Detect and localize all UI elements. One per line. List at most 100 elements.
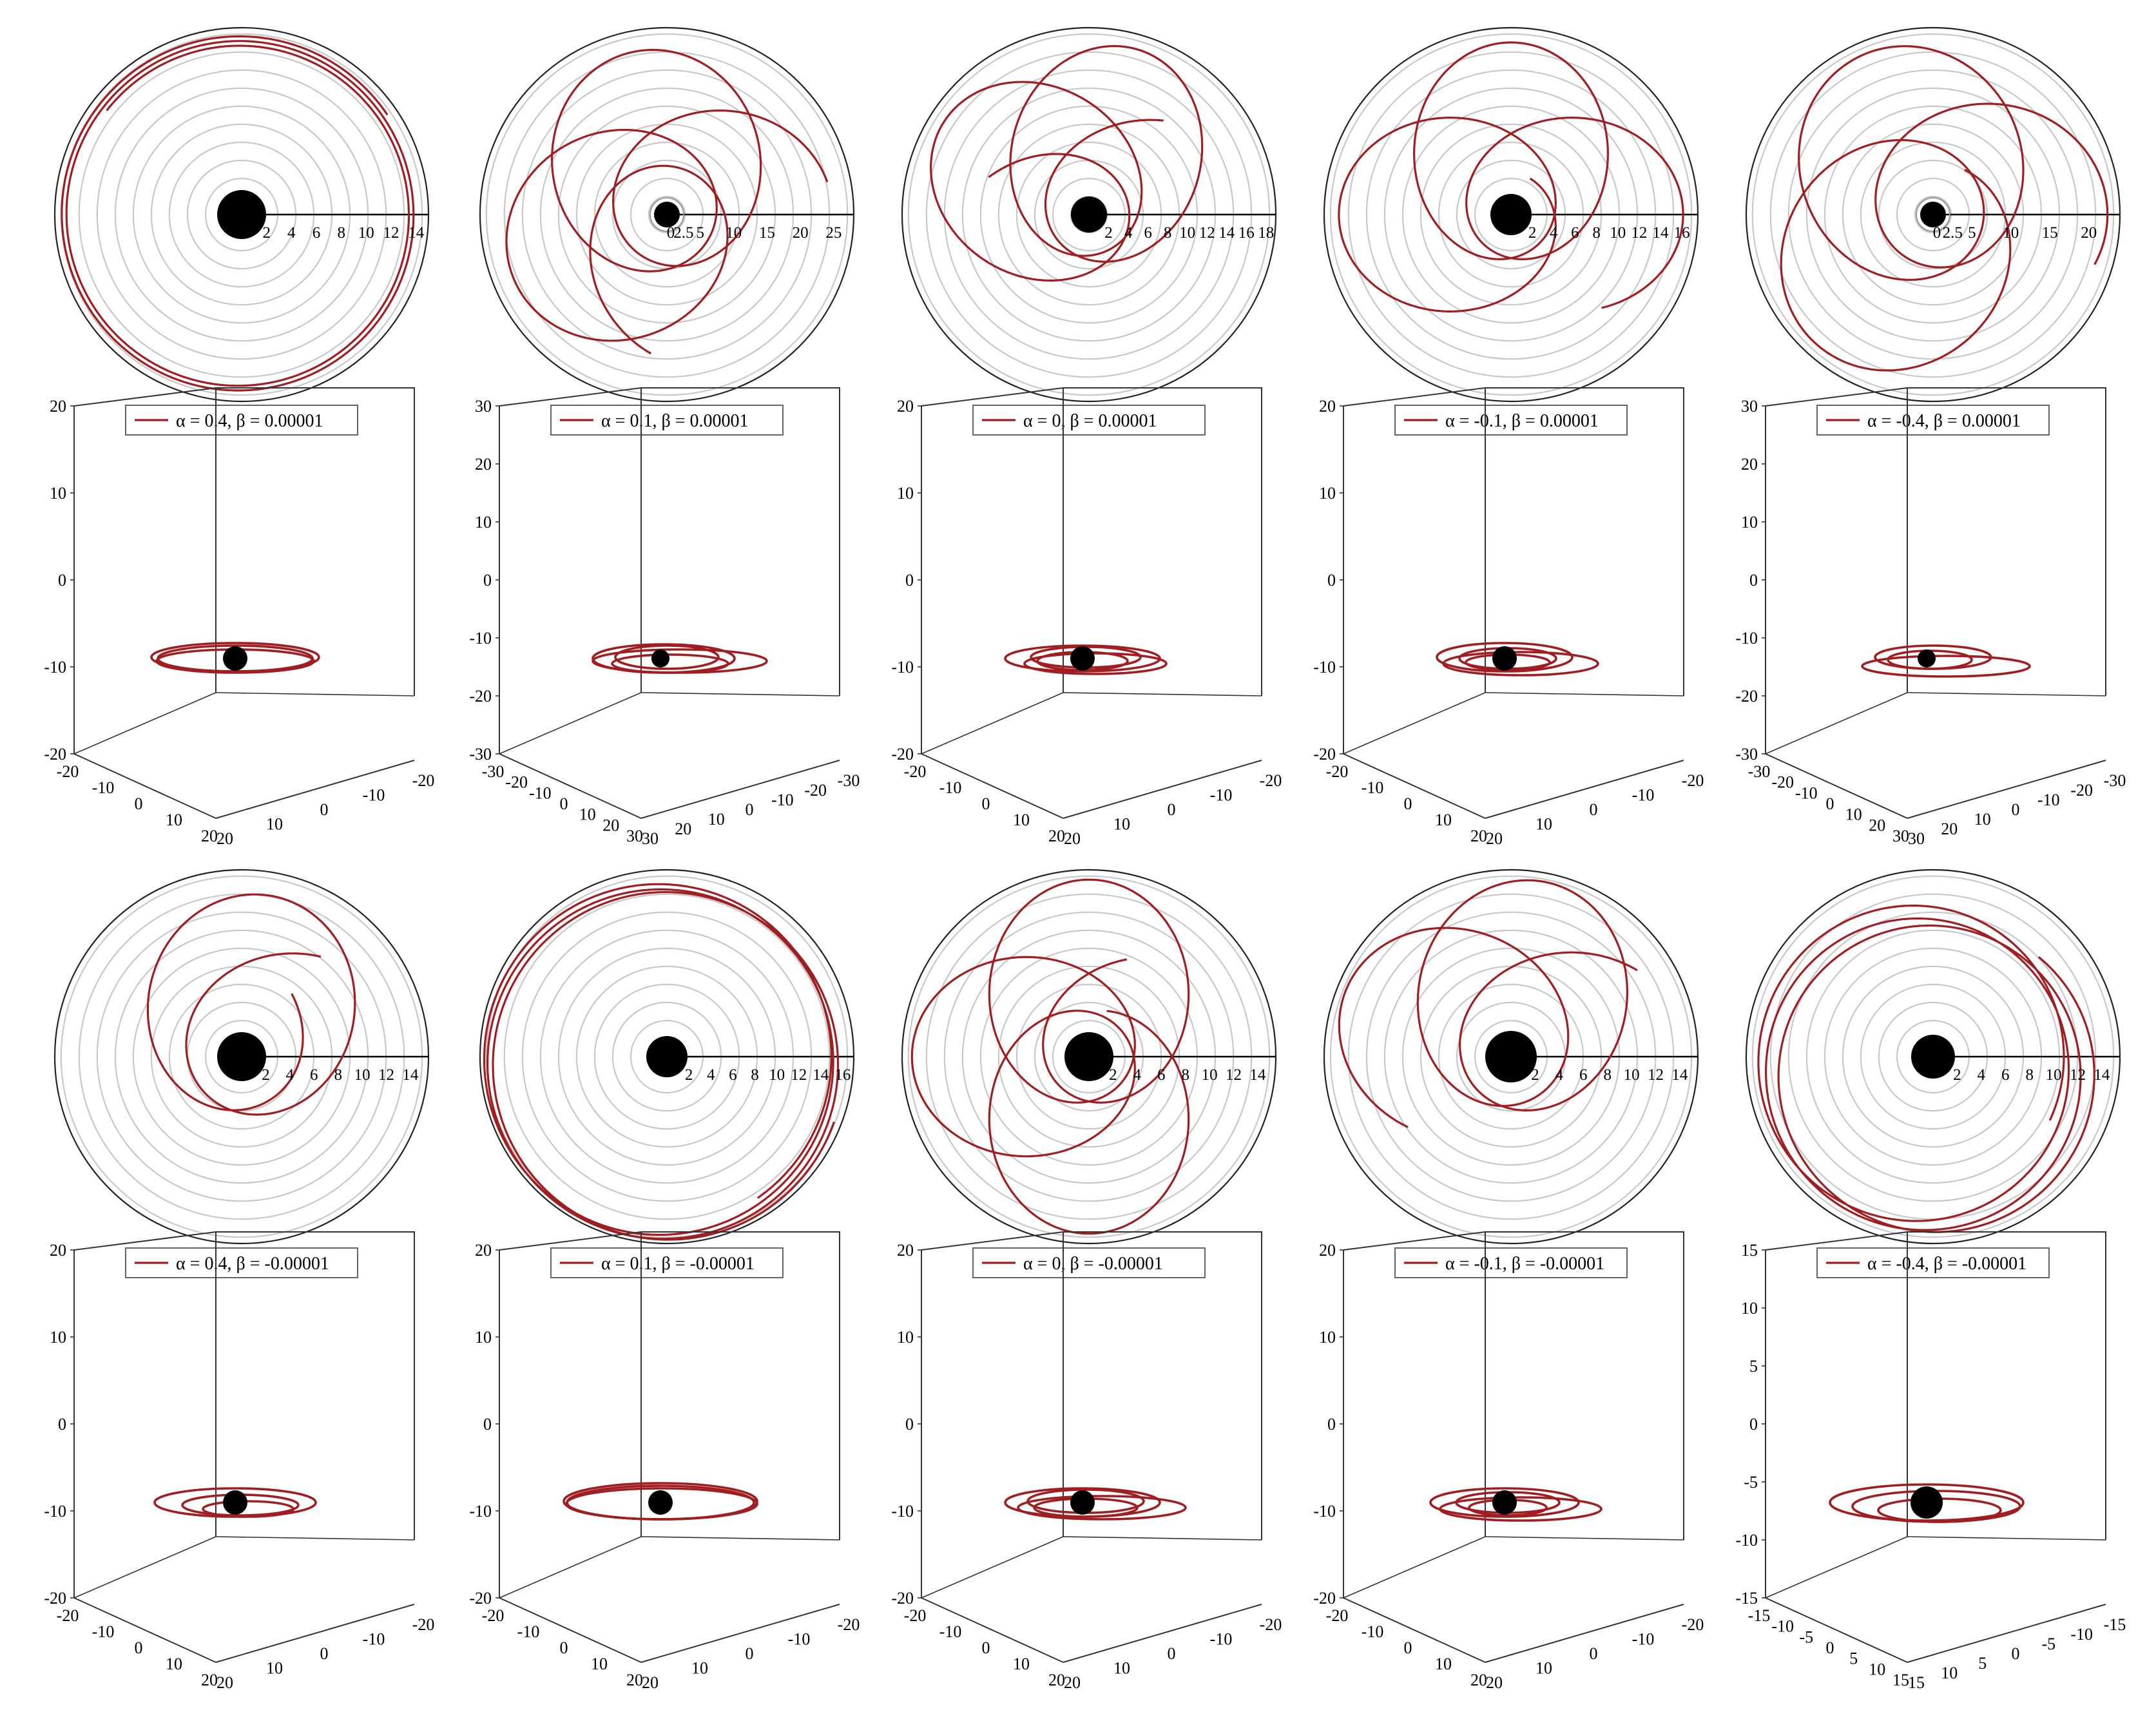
cube-back-edges xyxy=(499,387,840,696)
r-tick-label: 12 xyxy=(1648,1066,1664,1084)
r-tick-label: 10 xyxy=(1624,1066,1640,1084)
orbit-ring xyxy=(565,1487,758,1521)
x-axis-edge xyxy=(1343,753,1486,819)
z-tick-label: -15 xyxy=(1735,1589,1758,1608)
y-tick-label: -20 xyxy=(838,1615,860,1634)
x-tick-label: 0 xyxy=(982,1638,990,1657)
r-tick-label: 14 xyxy=(1671,1066,1688,1084)
cube-floor-left xyxy=(73,1536,217,1599)
cube-floor-left xyxy=(921,1536,1064,1599)
y-axis-edge xyxy=(640,760,840,819)
x-tick-label: 0 xyxy=(135,794,143,813)
z-tick-label: 30 xyxy=(475,397,492,416)
x-tick-label: -20 xyxy=(482,1606,505,1625)
y-tick-label: 10 xyxy=(1974,810,1991,829)
r-tick-label: 8 xyxy=(1592,224,1601,242)
r-tick-label: 10 xyxy=(1202,1066,1218,1084)
polar-r1-c5: 0 2.5 5 10 15 20 α = -0.4, β = 0.00001 xyxy=(1745,26,2121,436)
z-tick-label: -10 xyxy=(44,658,66,677)
y-axis-edge xyxy=(215,1604,415,1663)
black-hole xyxy=(1918,649,1936,667)
z-tick-label: 0 xyxy=(1327,1415,1336,1434)
black-hole xyxy=(1070,646,1095,671)
r-tick-label: 2 xyxy=(1528,224,1537,242)
legend: α = 0.4, β = -0.00001 xyxy=(125,1247,358,1278)
x-tick-label: 10 xyxy=(166,1655,182,1673)
y-tick-label: -10 xyxy=(363,1630,385,1649)
r-tick-label: 4 xyxy=(1124,224,1133,242)
z-tick-label: 10 xyxy=(50,484,66,503)
y-tick-label: 30 xyxy=(642,829,659,848)
x-tick-label: -10 xyxy=(1771,1617,1794,1636)
y-tick-label: 0 xyxy=(1168,800,1176,819)
r-tick-label: 2 xyxy=(262,224,271,242)
r-tick-label: 2 xyxy=(262,1066,270,1084)
r-tick-label: 4 xyxy=(286,1066,294,1084)
z-tick-label: -5 xyxy=(1744,1473,1758,1492)
polar-r1-c2: 02.5 5 10 15 20 25 α = 0.1, β = 0.00001 xyxy=(479,26,855,436)
r-tick-label: 12 xyxy=(1199,224,1215,242)
polar-r1-c4: 2 4 6 8 10 12 14 16 α = -0.1, β = 0.00001 xyxy=(1323,26,1699,436)
3d-r2-c5: 3020100-10-20-30-30-20-1001020303020100-… xyxy=(1735,387,2126,848)
y-tick-label: -10 xyxy=(2037,791,2060,809)
orbit-trajectory xyxy=(910,878,1190,1235)
x-axis-edge xyxy=(499,753,642,819)
r-tick-label: 14 xyxy=(1653,224,1670,242)
r-tick-label: 15 xyxy=(759,224,775,242)
z-tick-label: 20 xyxy=(1741,455,1758,474)
x-tick-label: 0 xyxy=(1404,1638,1412,1657)
y-tick-label: 10 xyxy=(1941,1664,1958,1682)
y-tick-label: 0 xyxy=(746,1644,754,1663)
r-tick-label: 10 xyxy=(358,224,374,242)
r-tick-label: 10 xyxy=(1179,224,1195,242)
black-hole xyxy=(1071,197,1107,233)
x-tick-label: 10 xyxy=(1869,1660,1885,1678)
y-tick-label: 0 xyxy=(320,800,329,819)
y-tick-label: 20 xyxy=(1486,1673,1503,1692)
z-tick-label: 30 xyxy=(1741,397,1758,416)
r-tick-label: 6 xyxy=(2001,1066,2010,1084)
y-tick-label: 0 xyxy=(1168,1644,1176,1663)
cube-floor-left xyxy=(499,692,642,754)
y-tick-label: 20 xyxy=(217,1673,233,1692)
r-tick-label: 2 xyxy=(1109,1066,1117,1084)
legend: α = 0.1, β = 0.00001 xyxy=(550,405,784,436)
legend-label: α = -0.1, β = 0.00001 xyxy=(1445,411,1599,431)
z-tick-label: -20 xyxy=(469,1589,492,1608)
z-tick-label: 5 xyxy=(1749,1357,1758,1376)
y-tick-label: 20 xyxy=(217,829,233,848)
y-tick-label: -10 xyxy=(1632,1630,1655,1649)
x-tick-label: 0 xyxy=(135,1638,143,1657)
x-tick-label: -30 xyxy=(1748,762,1771,781)
x-tick-label: 10 xyxy=(591,1655,608,1673)
r-tick-label: 18 xyxy=(1258,224,1274,242)
polar-r1-c3: 2 4 6 8 10 12 14 16 18 α = 0, β = 0.00001 xyxy=(901,26,1277,436)
z-tick-label: 10 xyxy=(897,484,914,503)
z-tick-label: 10 xyxy=(897,1328,914,1347)
legend: α = 0, β = 0.00001 xyxy=(972,405,1206,436)
orbit-trajectory xyxy=(1338,41,1684,312)
y-tick-label: 0 xyxy=(2012,800,2020,819)
y-tick-label: 10 xyxy=(1535,1659,1552,1678)
x-tick-label: -10 xyxy=(1362,1622,1384,1641)
orbit-trajectory xyxy=(1338,879,1638,1128)
orbit-ring xyxy=(1861,655,2031,678)
x-axis-edge xyxy=(921,1597,1064,1663)
legend-label: α = 0, β = 0.00001 xyxy=(1023,411,1157,431)
cube-back-edges xyxy=(921,387,1262,696)
r-tick-label: 10 xyxy=(726,224,742,242)
legend: α = -0.1, β = 0.00001 xyxy=(1394,405,1628,436)
x-tick-label: 20 xyxy=(1048,827,1065,845)
r-tick-label: 2.5 xyxy=(1943,224,1963,242)
x-tick-label: -10 xyxy=(92,778,115,797)
r-tick-label: 2 xyxy=(1104,224,1113,242)
cube-floor-left xyxy=(499,1536,642,1599)
r-tick-label: 14 xyxy=(402,1066,419,1084)
y-tick-label: 20 xyxy=(1486,829,1503,848)
y-tick-label: -10 xyxy=(1632,786,1655,805)
z-tick-label: -20 xyxy=(469,687,492,706)
x-axis-edge xyxy=(73,1597,217,1663)
legend: α = -0.4, β = 0.00001 xyxy=(1816,405,2050,436)
